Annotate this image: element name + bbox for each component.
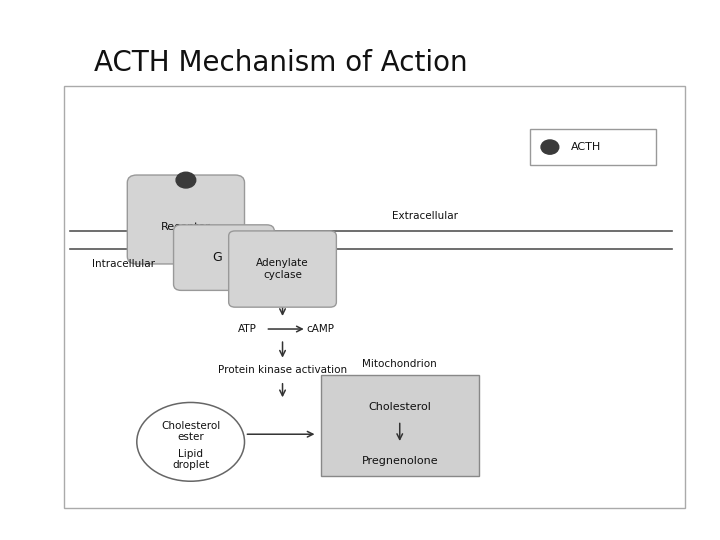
Text: Pregnenolone: Pregnenolone <box>361 456 438 466</box>
FancyBboxPatch shape <box>127 175 245 264</box>
Text: Cholesterol: Cholesterol <box>369 402 431 412</box>
Text: ACTH: ACTH <box>571 142 601 152</box>
Text: ATP: ATP <box>238 324 257 334</box>
FancyBboxPatch shape <box>530 129 657 165</box>
FancyBboxPatch shape <box>64 86 685 508</box>
Text: Cholesterol
ester: Cholesterol ester <box>161 421 220 442</box>
Text: cAMP: cAMP <box>307 324 335 334</box>
Text: Protein kinase activation: Protein kinase activation <box>218 364 347 375</box>
Text: Adenylate
cyclase: Adenylate cyclase <box>256 258 309 280</box>
Text: s: s <box>231 259 236 269</box>
Text: Mitochondrion: Mitochondrion <box>362 359 437 369</box>
Circle shape <box>541 140 559 154</box>
FancyBboxPatch shape <box>320 375 479 476</box>
Text: Intracellular: Intracellular <box>92 259 156 269</box>
FancyBboxPatch shape <box>174 225 274 291</box>
Ellipse shape <box>137 402 245 481</box>
Text: Extracellular: Extracellular <box>392 211 458 221</box>
Text: Lipid
droplet: Lipid droplet <box>172 449 210 470</box>
FancyBboxPatch shape <box>229 231 336 307</box>
Text: Receptor: Receptor <box>161 222 211 232</box>
Circle shape <box>176 172 196 188</box>
Text: G: G <box>212 251 222 264</box>
Text: ACTH Mechanism of Action: ACTH Mechanism of Action <box>94 49 467 77</box>
